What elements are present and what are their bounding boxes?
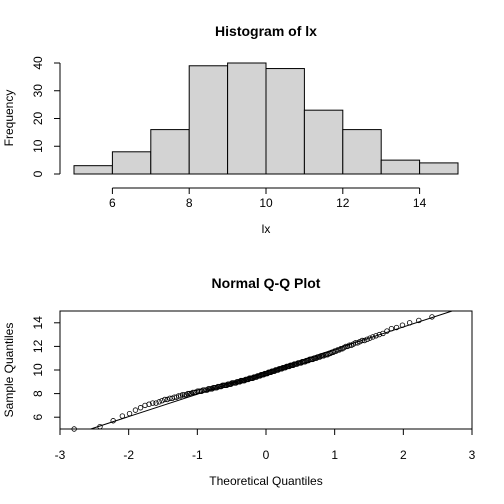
qq-point (333, 348, 339, 354)
qq-point (399, 322, 406, 328)
qq-point (186, 390, 193, 397)
qq-point (388, 326, 395, 332)
qq-point (159, 397, 165, 404)
qq-point (343, 343, 349, 350)
histogram-x-tick-label: 6 (109, 196, 116, 210)
qq-point (346, 342, 353, 348)
histogram-bar-9 (419, 162, 459, 175)
histogram-y-axis-title: Frequency (2, 90, 16, 147)
qq-plot-panel: Normal Q-Q Plot Theoretical Quantiles Sa… (2, 275, 476, 488)
histogram-bar-8 (380, 159, 421, 175)
qq-point (137, 405, 144, 411)
histogram-y-tick-label: 10 (31, 139, 45, 153)
qq-points (71, 314, 435, 432)
histogram-x-tick-label: 12 (336, 196, 350, 210)
qq-point (338, 346, 344, 352)
histogram-y-tick-label: 0 (31, 170, 45, 177)
histogram-y-tick-label: 40 (31, 56, 45, 70)
qq-point (317, 354, 323, 360)
qq-x-tick-label: 3 (469, 448, 476, 462)
histogram-bar-3 (188, 65, 229, 175)
histogram-bar-5 (265, 68, 305, 175)
qq-point (175, 393, 182, 399)
qq-point (359, 337, 365, 344)
qq-x-axis: -3 -2 -1 0 1 2 3 (55, 428, 476, 462)
histogram-x-axis-title: lx (262, 222, 271, 236)
qq-point (361, 337, 368, 344)
qq-plot-title: Normal Q-Q Plot (212, 275, 321, 291)
histogram-x-tick-label: 8 (186, 196, 193, 210)
qq-point (336, 347, 342, 353)
histogram-x-tick-label: 14 (413, 196, 427, 210)
histogram-y-tick-label: 20 (31, 112, 45, 126)
histogram-y-axis: 0 10 20 30 40 (31, 56, 61, 177)
histogram-bar-6 (303, 109, 344, 175)
histogram-bar-4 (227, 62, 267, 175)
qq-y-tick-label: 10 (31, 363, 45, 377)
histogram-title: Histogram of lx (215, 23, 317, 39)
qq-point (132, 407, 139, 413)
histogram-x-axis: 6 8 10 12 14 (109, 187, 427, 210)
qq-y-tick-label: 12 (31, 339, 45, 353)
qq-point (162, 396, 168, 403)
qq-point (330, 349, 336, 355)
qq-point (429, 314, 435, 320)
qq-y-tick-label: 8 (31, 390, 45, 397)
qq-point (156, 399, 162, 405)
histogram-bar-2 (150, 129, 190, 175)
qq-point (380, 330, 386, 337)
histogram-y-tick-label: 30 (31, 84, 45, 98)
qq-point (406, 320, 413, 326)
histogram-bars (73, 62, 459, 175)
histogram-bar-0 (73, 165, 113, 175)
qq-y-axis-title: Sample Quantiles (2, 323, 16, 418)
qq-point (126, 410, 133, 417)
qq-point (373, 333, 379, 339)
qq-y-tick-label: 14 (31, 316, 45, 330)
qq-point (150, 400, 156, 406)
qq-point (334, 347, 341, 353)
qq-y-axis: 6 8 10 12 14 (31, 316, 61, 421)
qq-point (367, 335, 373, 341)
qq-x-tick-label: 0 (263, 448, 270, 462)
qq-plot-frame (59, 310, 473, 430)
qq-x-tick-label: 2 (400, 448, 407, 462)
qq-x-tick-label: -2 (123, 448, 134, 462)
qq-point (364, 336, 370, 343)
qq-point (181, 392, 188, 398)
qq-point (179, 392, 186, 398)
qq-y-tick-label: 6 (31, 414, 45, 421)
qq-point (416, 317, 422, 324)
qq-point (204, 387, 210, 393)
qq-x-tick-label: -1 (192, 448, 203, 462)
qq-point (146, 401, 152, 407)
histogram-x-tick-label: 10 (259, 196, 273, 210)
histogram-bar-1 (111, 151, 152, 175)
qq-point (370, 334, 376, 340)
qq-point (110, 418, 116, 424)
histogram-panel: Histogram of lx lx Frequency 6 8 10 12 14 0 1… (2, 23, 459, 236)
qq-point (153, 400, 159, 406)
qq-point (327, 350, 334, 357)
qq-x-tick-label: 1 (331, 448, 338, 462)
qq-point (376, 331, 382, 338)
qq-point (119, 413, 126, 419)
qq-point (384, 328, 390, 334)
qq-x-axis-title: Theoretical Quantiles (209, 474, 322, 488)
histogram-bar-7 (342, 129, 382, 175)
qq-point (324, 351, 331, 358)
qq-point (393, 324, 400, 331)
qq-point (185, 390, 191, 397)
qq-x-tick-label: -3 (55, 448, 66, 462)
